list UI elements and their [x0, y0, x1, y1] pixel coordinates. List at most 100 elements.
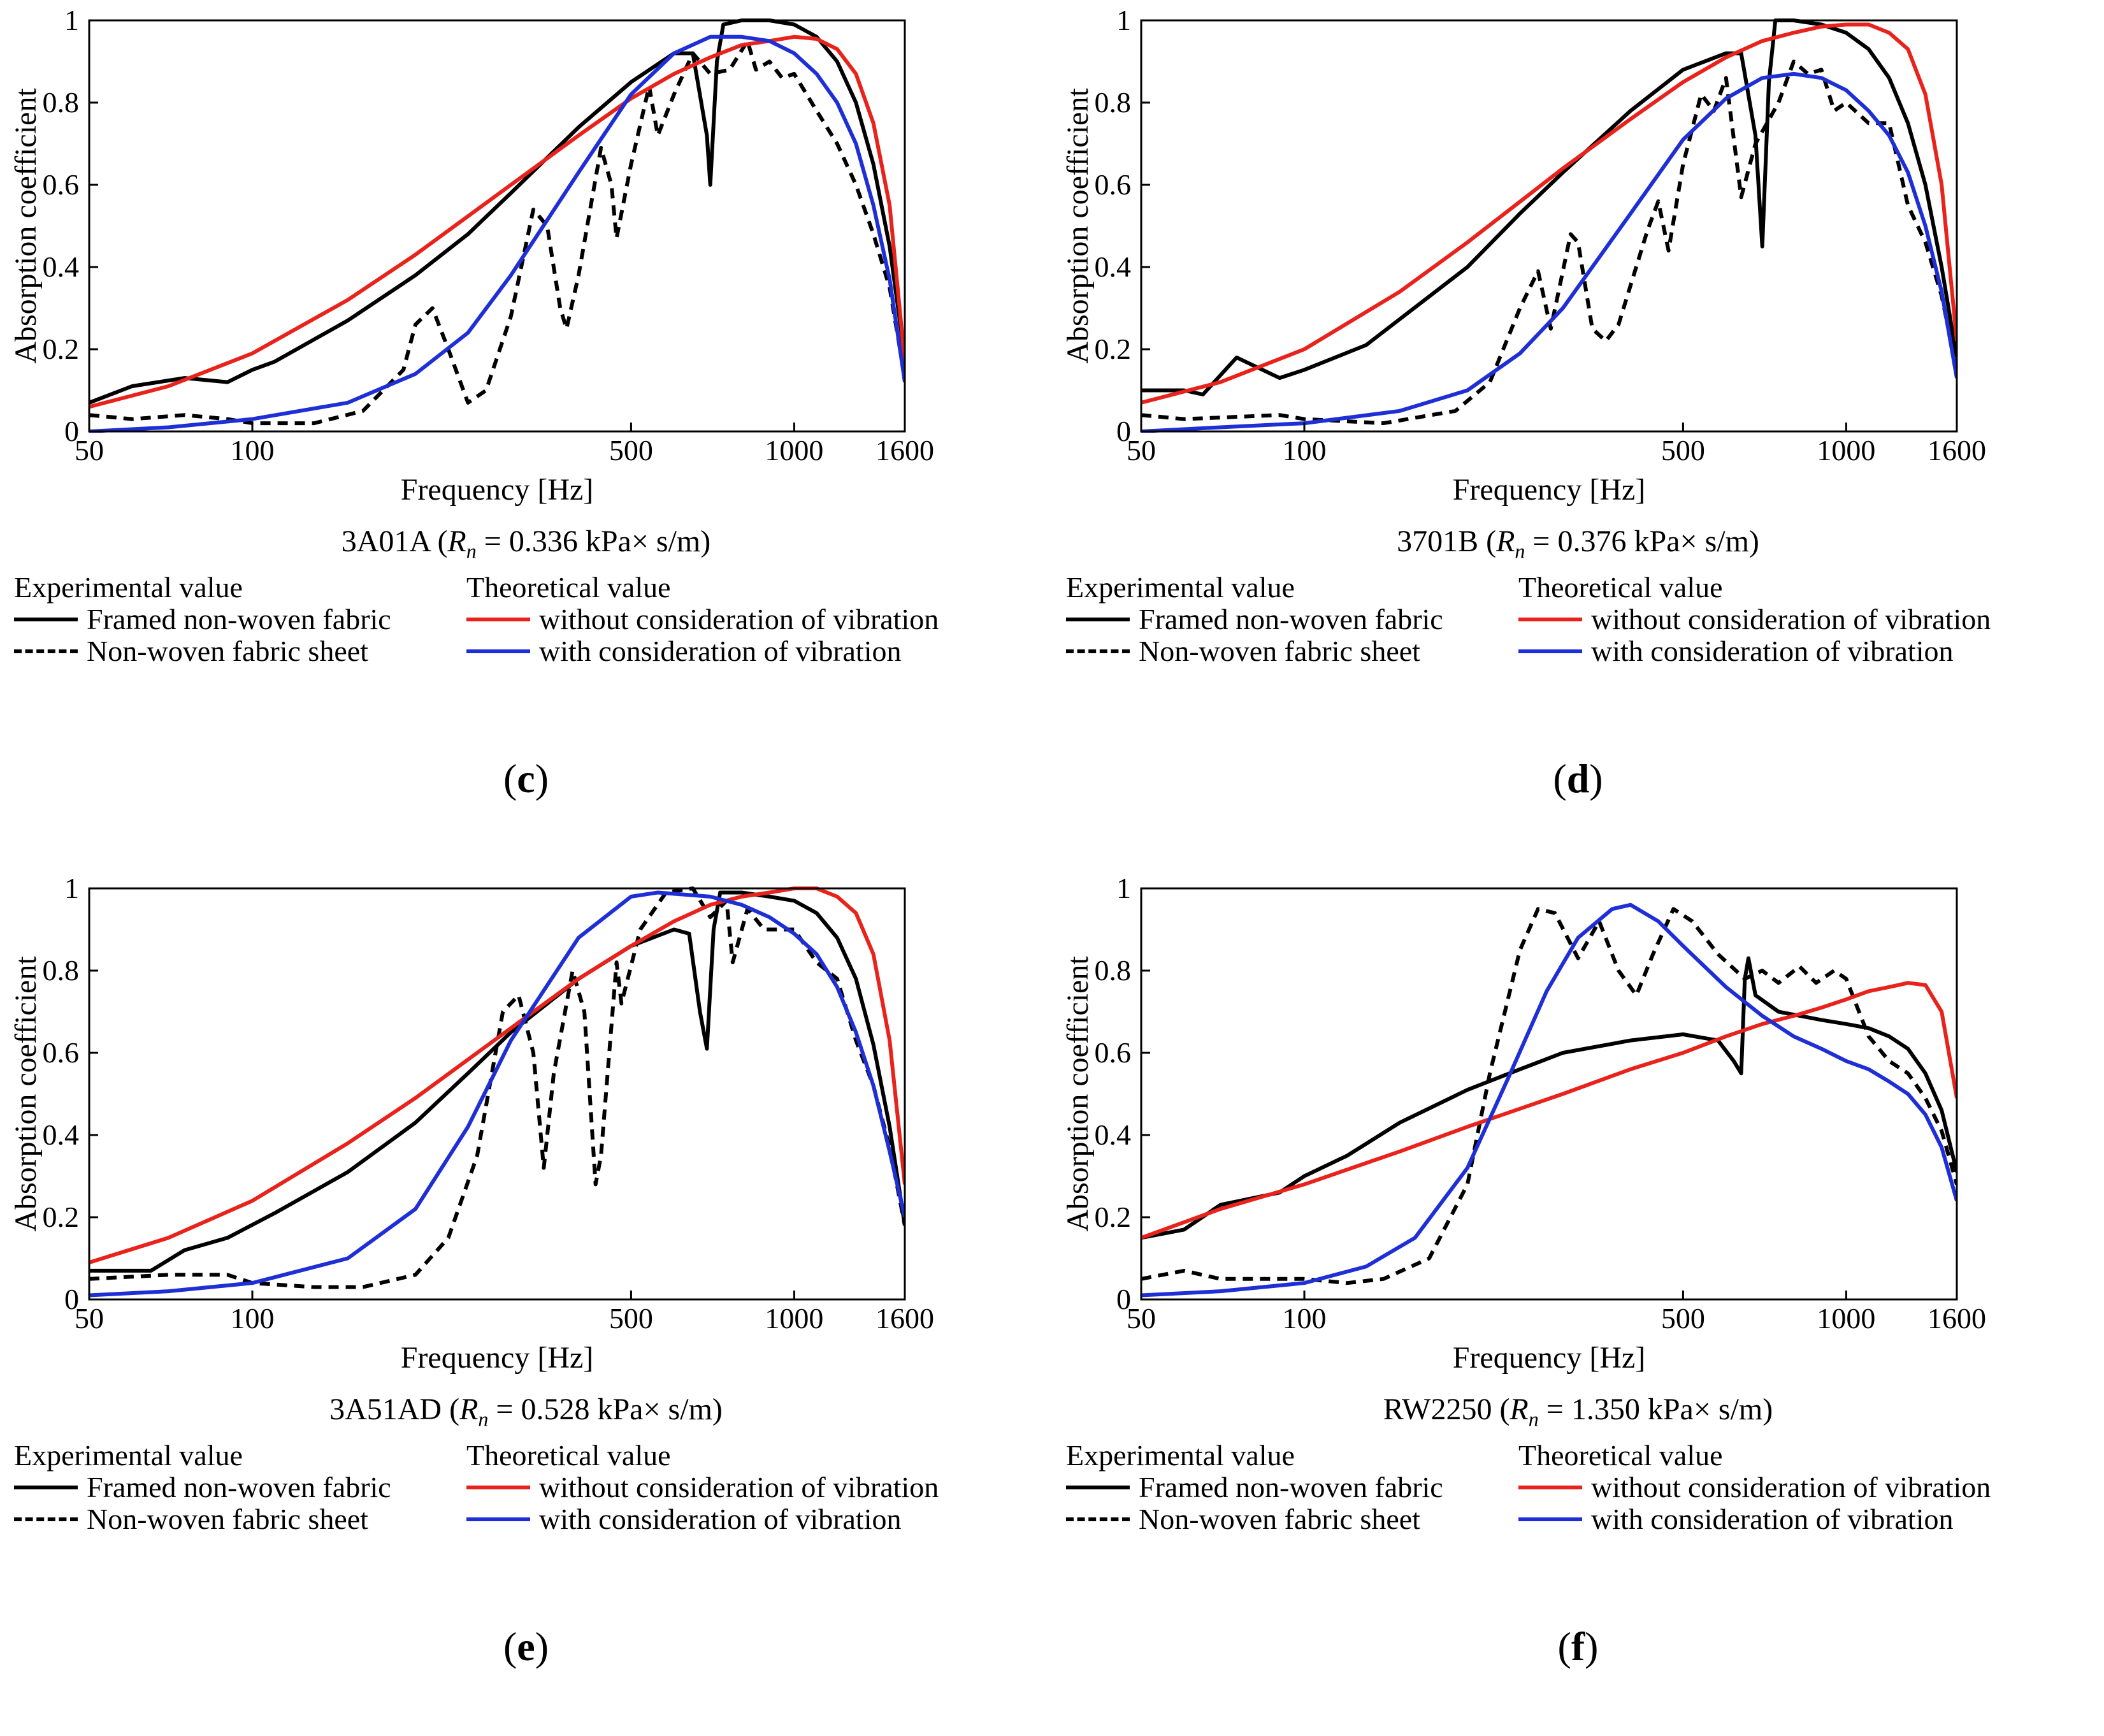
series-line-framed-non-woven-fabric [89, 18, 905, 405]
caption-e: 3A51AD (Rn = 0.528 kPa× s/m) [329, 1392, 723, 1431]
legend-item-with: with consideration of vibration [1518, 634, 1954, 668]
y-tick-label: 0 [64, 1283, 79, 1315]
y-tick-label: 0.6 [43, 1036, 80, 1069]
x-tick-label: 1600 [1927, 1302, 1986, 1335]
x-axis-label: Frequency [Hz] [1453, 1341, 1646, 1375]
legend-label: Experimental value [1066, 1439, 1295, 1472]
legend-heading-theoretical: Theoretical value [466, 1438, 671, 1472]
series-line-with-consideration-of-vibration [1141, 902, 1957, 1298]
series-line-with-consideration-of-vibration [1141, 71, 1957, 433]
y-tick-label: 0.4 [1095, 1118, 1132, 1151]
legend-swatch [1066, 649, 1130, 653]
y-tick-label: 0.2 [43, 1201, 80, 1233]
legend-label: Experimental value [14, 571, 243, 604]
x-tick-label: 500 [609, 1302, 653, 1335]
y-axis-label: Absorption coefficient [1061, 88, 1095, 364]
legend-label: Framed non-woven fabric [87, 1471, 391, 1503]
y-axis-label: Absorption coefficient [1061, 956, 1095, 1232]
legend-label: Framed non-woven fabric [87, 603, 391, 635]
chart-f: 0 0.2 0.4 0.6 0.8 1 50 100 500 1000 1600 Frequency … [1061, 872, 1986, 1375]
plot-frame [88, 19, 906, 433]
legend-label: Experimental value [1066, 571, 1295, 604]
x-tick-label: 100 [1283, 434, 1327, 467]
y-tick-label: 0.6 [43, 168, 80, 201]
panel-letter-f: (f) [1557, 1624, 1599, 1669]
y-tick-label: 0.4 [1095, 250, 1132, 283]
legend-swatch [14, 649, 78, 653]
series-line-framed-non-woven-fabric [89, 890, 905, 1273]
legend-item-framed: Framed non-woven fabric [14, 602, 391, 636]
x-axis-label: Frequency [Hz] [1453, 473, 1646, 507]
legend-swatch [14, 1517, 78, 1521]
legend-label: Non-woven fabric sheet [1139, 1503, 1420, 1535]
legend-swatch [466, 1485, 530, 1489]
series-line-framed-non-woven-fabric [1141, 18, 1957, 396]
legend-item-framed: Framed non-woven fabric [1066, 602, 1443, 636]
legend-label: Theoretical value [466, 1439, 671, 1472]
y-tick-label: 1 [1116, 4, 1131, 36]
y-tick-label: 0 [1116, 415, 1131, 447]
caption-d: 3701B (Rn = 0.376 kPa× s/m) [1397, 524, 1759, 563]
panel-e: 0 0.2 0.4 0.6 0.8 1 50 100 500 1000 1600 Frequency … [0, 868, 1052, 1736]
y-tick-label: 1 [64, 872, 79, 904]
y-tick-label: 1 [1116, 872, 1131, 904]
x-tick-label: 50 [75, 1302, 104, 1335]
chart-e: 0 0.2 0.4 0.6 0.8 1 50 100 500 1000 1600 Frequency … [9, 872, 934, 1375]
y-tick-label: 0.8 [43, 86, 80, 119]
y-tick-label: 0.2 [43, 333, 80, 365]
legend-label: without consideration of vibration [1591, 603, 1991, 635]
x-tick-label: 500 [1661, 434, 1705, 467]
legend-item-without: without consideration of vibration [1518, 1470, 1991, 1504]
legend-e: Experimental value Theoretical value Frame… [14, 1438, 1046, 1540]
legend-f: Experimental value Theoretical value Frame… [1066, 1438, 2098, 1540]
series-line-without-consideration-of-vibration [1141, 981, 1957, 1240]
x-tick-label: 50 [75, 434, 104, 467]
y-tick-label: 0.2 [1095, 1201, 1132, 1233]
series-line-non-woven-fabric-sheet [89, 39, 905, 426]
legend-item-with: with consideration of vibration [1518, 1502, 1954, 1536]
x-tick-label: 1600 [875, 434, 934, 467]
series-line-with-consideration-of-vibration [89, 34, 905, 433]
x-axis-label: Frequency [Hz] [401, 1341, 594, 1375]
series-line-non-woven-fabric-sheet [1141, 907, 1957, 1285]
legend-swatch [1518, 649, 1582, 653]
legend-swatch [1518, 1517, 1582, 1521]
panel-letter-e: (e) [503, 1624, 549, 1669]
legend-item-with: with consideration of vibration [466, 634, 902, 668]
x-tick-label: 50 [1127, 1302, 1156, 1335]
legend-heading-theoretical: Theoretical value [1518, 1438, 1723, 1472]
caption-f: RW2250 (Rn = 1.350 kPa× s/m) [1383, 1392, 1773, 1431]
panel-letter-c: (c) [503, 756, 549, 801]
x-tick-label: 100 [231, 434, 275, 467]
caption-sample: 3A01A [341, 524, 430, 558]
legend-item-framed: Framed non-woven fabric [14, 1470, 391, 1504]
legend-heading-experimental: Experimental value [1066, 1438, 1295, 1472]
series-line-with-consideration-of-vibration [89, 890, 905, 1298]
series-line-non-woven-fabric-sheet [1141, 59, 1957, 426]
legend-label: without consideration of vibration [539, 1471, 939, 1503]
y-tick-label: 0.6 [1095, 168, 1132, 201]
x-tick-label: 1600 [1927, 434, 1986, 467]
y-tick-label: 0.2 [1095, 333, 1132, 365]
legend-item-framed: Framed non-woven fabric [1066, 1470, 1443, 1504]
y-tick-label: 0.4 [43, 1118, 80, 1151]
legend-label: Theoretical value [1518, 571, 1723, 604]
legend-label: with consideration of vibration [539, 1503, 902, 1535]
legend-swatch [14, 617, 78, 621]
caption-rn: = 0.336 kPa× s/m [484, 524, 701, 558]
legend-item-without: without consideration of vibration [466, 602, 939, 636]
legend-swatch [466, 617, 530, 621]
x-tick-label: 500 [609, 434, 653, 467]
legend-item-without: without consideration of vibration [466, 1470, 939, 1504]
legend-label: with consideration of vibration [539, 635, 902, 667]
caption-c: 3A01A (Rn = 0.336 kPa× s/m) [341, 524, 711, 563]
plot-frame [1140, 887, 1958, 1301]
x-axis-label: Frequency [Hz] [401, 473, 594, 507]
y-tick-label: 0.4 [43, 250, 80, 283]
legend-item-sheet: Non-woven fabric sheet [14, 1502, 368, 1536]
panel-c: 0 0.2 0.4 0.6 0.8 1 50 100 500 1000 1600 Frequency … [0, 0, 1052, 868]
legend-label: with consideration of vibration [1591, 635, 1954, 667]
panel-d: 0 0.2 0.4 0.6 0.8 1 50 100 500 1000 1600 Frequency … [1052, 0, 2104, 868]
series-line-non-woven-fabric-sheet [89, 886, 905, 1289]
y-axis-label: Absorption coefficient [9, 956, 43, 1232]
